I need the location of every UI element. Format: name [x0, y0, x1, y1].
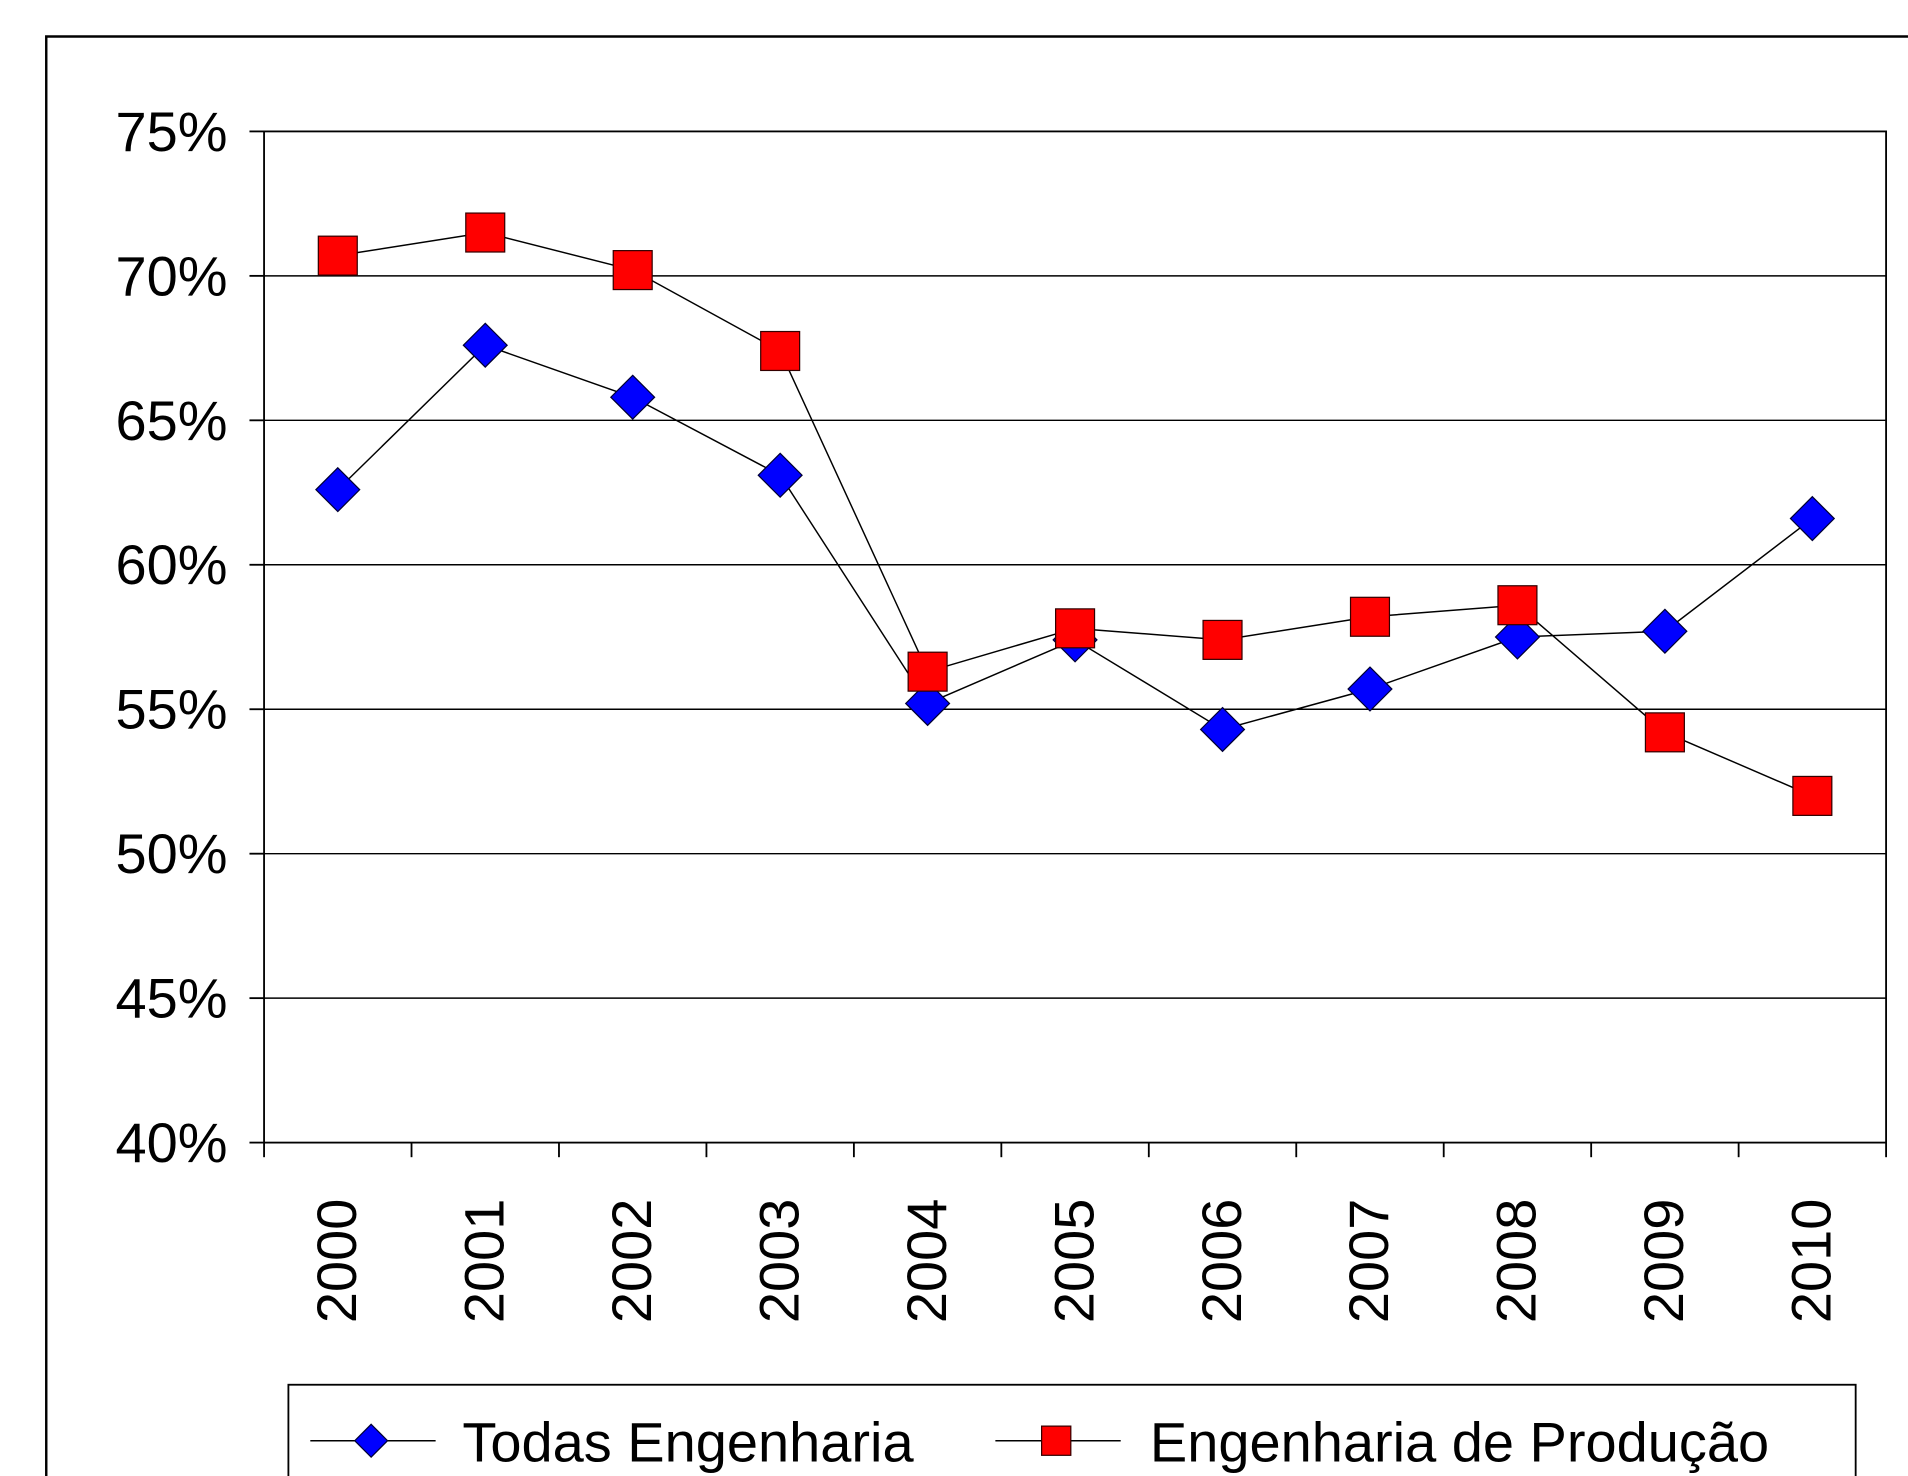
marker	[907, 651, 948, 692]
marker	[1644, 712, 1685, 753]
y-tick-label: 50%	[116, 822, 228, 885]
marker	[904, 680, 951, 727]
y-tick-label: 70%	[116, 244, 228, 307]
x-tick-label: 2010	[1780, 1199, 1843, 1324]
marker	[1202, 619, 1243, 660]
legend-marker	[1041, 1425, 1072, 1456]
marker	[1347, 666, 1393, 712]
x-tick-label: 2009	[1632, 1199, 1695, 1324]
x-tick-label: 2008	[1485, 1199, 1548, 1324]
marker	[1497, 585, 1538, 626]
marker	[757, 452, 803, 498]
legend-label: Engenharia de Produção	[1150, 1410, 1769, 1473]
marker	[1054, 608, 1096, 649]
marker	[612, 250, 653, 291]
marker	[1199, 706, 1246, 753]
marker	[462, 322, 509, 368]
x-tick-label: 2002	[600, 1199, 663, 1324]
x-tick-label: 2007	[1337, 1199, 1400, 1324]
x-tick-label: 2003	[747, 1199, 810, 1324]
x-tick-label: 2005	[1042, 1199, 1105, 1324]
chart-border	[45, 35, 1908, 1476]
x-tick-label: 2004	[895, 1199, 958, 1324]
marker	[1642, 608, 1688, 654]
x-tick-label: 2000	[305, 1199, 368, 1324]
y-tick-label: 45%	[116, 967, 228, 1030]
marker	[1789, 495, 1836, 542]
y-tick-label: 75%	[116, 100, 228, 163]
legend-label: Todas Engenharia	[462, 1410, 914, 1473]
x-tick-label: 2001	[453, 1199, 516, 1324]
marker	[609, 374, 656, 420]
y-tick-label: 60%	[116, 533, 228, 596]
marker	[1494, 614, 1541, 660]
y-tick-label: 55%	[116, 678, 228, 741]
marker	[760, 330, 801, 372]
marker	[465, 212, 506, 253]
x-tick-label: 2006	[1190, 1199, 1253, 1324]
marker	[317, 235, 358, 276]
legend-box	[287, 1383, 1857, 1476]
y-tick-label: 40%	[116, 1111, 228, 1174]
marker	[1349, 596, 1391, 637]
marker	[1792, 775, 1833, 816]
legend-marker	[353, 1423, 389, 1458]
marker	[315, 466, 361, 513]
y-tick-label: 65%	[116, 389, 228, 452]
